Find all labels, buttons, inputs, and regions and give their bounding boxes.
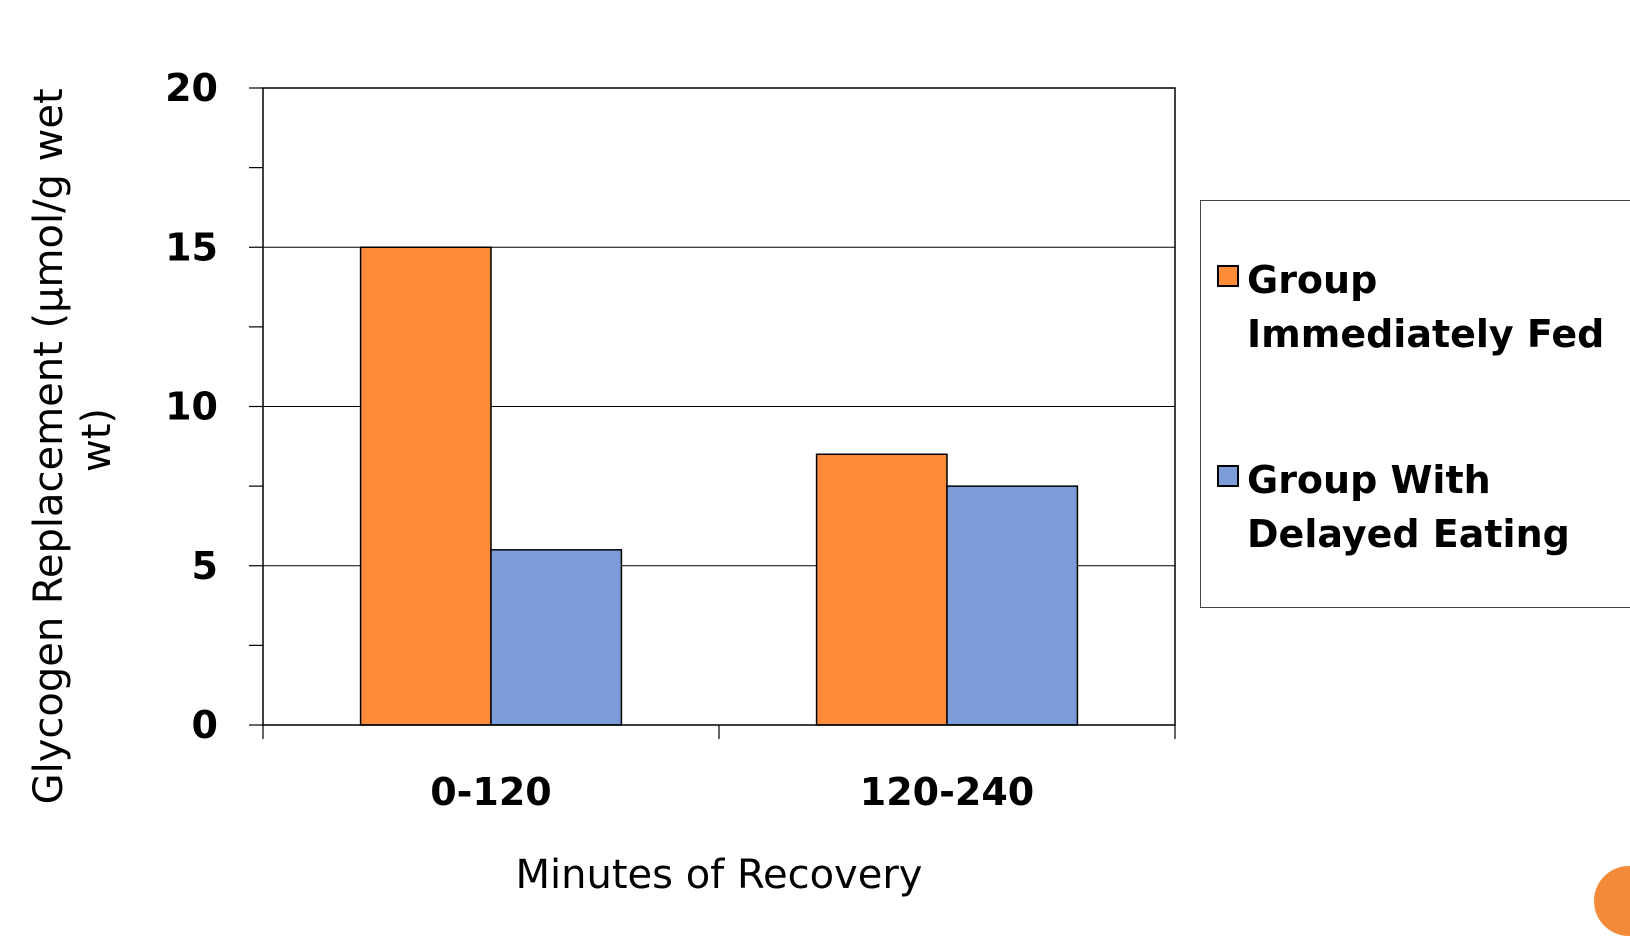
y-axis-title-line-1: Glycogen Replacement (µmol/g wet [26,88,72,804]
x-axis-ticks: 0-120 120-240 [262,725,1176,814]
bar [815,453,948,726]
legend-item-delayed-eating: Group With Delayed Eating [1217,453,1630,561]
y-tick-label: 5 [192,544,218,588]
y-axis-title-line-2: wt) [74,408,120,472]
y-tick-label: 10 [165,385,218,429]
y-axis-title: Glycogen Replacement (µmol/g wet wt) [26,76,120,805]
legend-swatch-immediately-fed [1217,265,1239,287]
bar [359,246,492,726]
x-tick-label: 0-120 [430,770,552,814]
y-tick-label: 0 [192,703,218,747]
bars [359,246,1079,726]
bar-chart: 0 5 10 15 20 0-120 120-240 Minutes of Recover… [26,66,1176,898]
legend-item-immediately-fed: Group Immediately Fed [1217,253,1630,361]
y-axis-ticks: 0 5 10 15 20 [165,66,263,747]
legend-label-delayed-eating: Group With Delayed Eating [1247,458,1570,556]
x-tick-label: 120-240 [860,770,1034,814]
x-axis-title: Minutes of Recovery [516,852,923,898]
y-tick-label: 15 [165,225,218,269]
legend-label-immediately-fed: Group Immediately Fed [1247,258,1605,356]
legend: Group Immediately Fed Group With Delayed… [1200,200,1630,608]
y-tick-label: 20 [165,66,218,110]
bar [946,485,1079,726]
legend-swatch-delayed-eating [1217,465,1239,487]
bar [490,549,623,726]
